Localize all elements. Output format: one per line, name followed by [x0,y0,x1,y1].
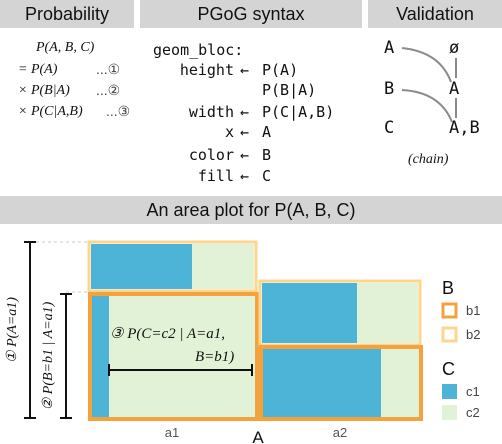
validation-left-a: A [384,38,395,58]
bloc-a1-b2-border [87,240,258,293]
prob-joint: P(A, B, C) [36,40,95,55]
syntax-head: geom_bloc: [153,41,244,59]
bracket-2-label: ② P(B=b1 | A=a1) [41,301,56,410]
legend-b1-swatch [441,302,458,319]
syntax-value-height-2: P(B|A) [262,81,317,99]
x-axis-label: A [252,428,264,444]
syntax-key-height: height [179,61,234,79]
syntax-key-width: width [188,103,234,121]
syntax-value-x: A [262,123,272,141]
legend-c2-label: c2 [466,405,480,420]
bloc-a1-b1-c1 [92,296,109,417]
bloc-a1-b1-c2 [109,296,255,417]
validation-right-a: A [449,79,460,99]
validation-left-b: B [384,79,395,99]
syntax-value-height: P(A) [262,61,299,79]
legend-c1-swatch [442,384,457,399]
header-validation: Validation [368,0,502,28]
syntax-value-width: P(C|A,B) [262,103,335,121]
validation-left-c: C [384,118,395,138]
syntax-key-x: x [224,123,234,141]
prob-line-1: = P(A) [18,62,58,77]
prob-marker-1: ...① [96,61,121,77]
legend-c-title: C [442,359,455,379]
bloc-a2-b1-border [259,345,423,421]
legend-b-title: B [442,278,454,298]
syntax-key-color: color [188,146,234,164]
syntax-arrow-fill: ← [240,167,250,185]
legend-b2-swatch [441,326,458,343]
annotation-line-2: B=b1) [195,349,234,365]
validation-caption: (chain) [408,152,449,167]
header-syntax: PGoG syntax [140,0,362,28]
bloc-a2-b2-c2 [357,283,418,343]
prob-marker-3: ...③ [106,103,131,119]
syntax-value-fill: C [262,167,272,185]
bloc-a2-b1-c1 [263,349,381,417]
bloc-a1-b2-c1 [91,244,192,289]
prob-line-3: × P(C|A,B) [18,104,83,119]
bloc-a1-b2-c2 [192,244,254,289]
annotation-line-1: ③ P(C=c2 | A=a1, [110,326,225,342]
header-area-plot: An area plot for P(A, B, C) [0,196,502,224]
bloc-a2-b1-c2 [381,349,419,417]
legend-c2-swatch [442,405,457,420]
syntax-arrow-height: ← [240,61,250,79]
syntax-arrow-color: ← [240,146,250,164]
x-category-a2: a2 [333,425,347,440]
prob-marker-2: ...② [96,82,121,98]
syntax-arrow-x: ← [240,123,250,141]
legend-b2-label: b2 [466,327,480,342]
prob-line-2: × P(B|A) [18,83,70,98]
bloc-a2-b2-c1 [262,283,357,343]
syntax-key-fill: fill [197,167,234,185]
syntax-value-color: B [262,146,272,164]
legend-b1-label: b1 [466,303,480,318]
bloc-a1-b1-border [88,292,259,421]
validation-right-empty: ø [449,38,460,58]
header-probability: Probability [0,0,134,28]
bracket-1-label: ① P(A=a1) [5,297,20,363]
validation-right-ab: A,B [449,118,480,138]
syntax-arrow-width: ← [240,103,250,121]
x-category-a1: a1 [165,425,179,440]
legend-c1-label: c1 [466,384,480,399]
